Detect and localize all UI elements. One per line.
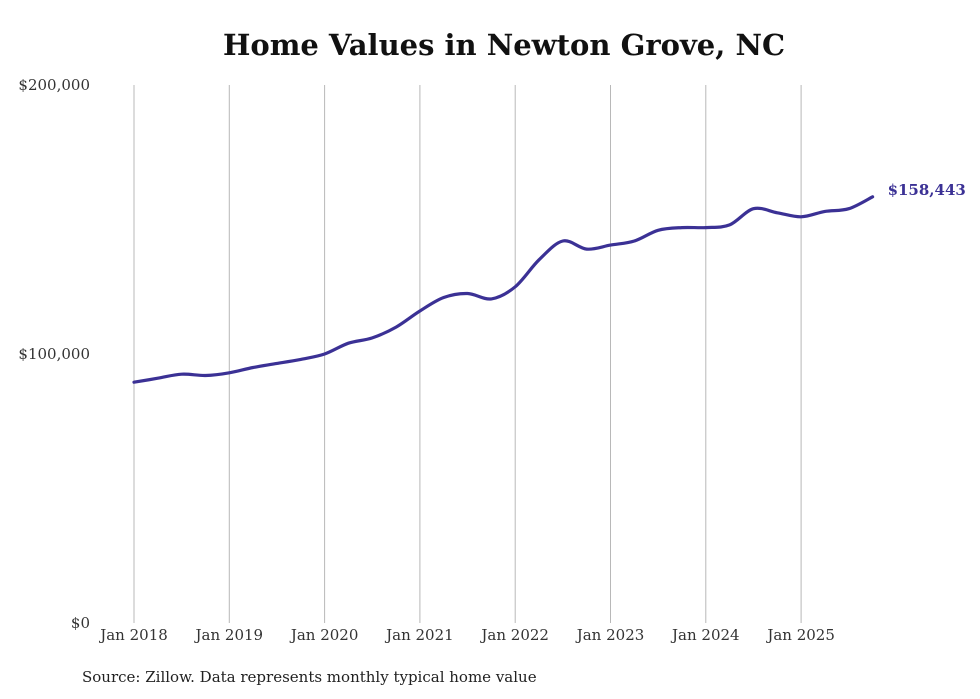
x-tick-label: Jan 2023 <box>575 626 645 644</box>
x-tick-label: Jan 2024 <box>670 626 740 644</box>
series-layer <box>132 195 875 384</box>
y-tick-label: $100,000 <box>18 345 90 363</box>
y-tick-label: $0 <box>71 614 90 632</box>
x-tick-label: Jan 2022 <box>479 626 549 644</box>
y-tick-label: $200,000 <box>18 76 90 94</box>
series-line <box>132 195 875 384</box>
x-tick-label: Jan 2018 <box>98 626 168 644</box>
x-tick-label: Jan 2020 <box>289 626 359 644</box>
x-tick-label: Jan 2021 <box>384 626 454 644</box>
y-axis-ticks: $0 $100,000 $200,000 <box>18 76 90 632</box>
x-axis-ticks: Jan 2018 Jan 2019 Jan 2020 Jan 2021 Jan 2022… <box>98 626 835 644</box>
gridlines <box>133 85 802 623</box>
x-tick-label: Jan 2019 <box>194 626 264 644</box>
source-note: Source: Zillow. Data represents monthly … <box>82 668 537 686</box>
x-tick-label: Jan 2025 <box>765 626 835 644</box>
chart-title: Home Values in Newton Grove, NC <box>222 28 786 62</box>
end-value-label: $158,443 <box>888 181 966 199</box>
